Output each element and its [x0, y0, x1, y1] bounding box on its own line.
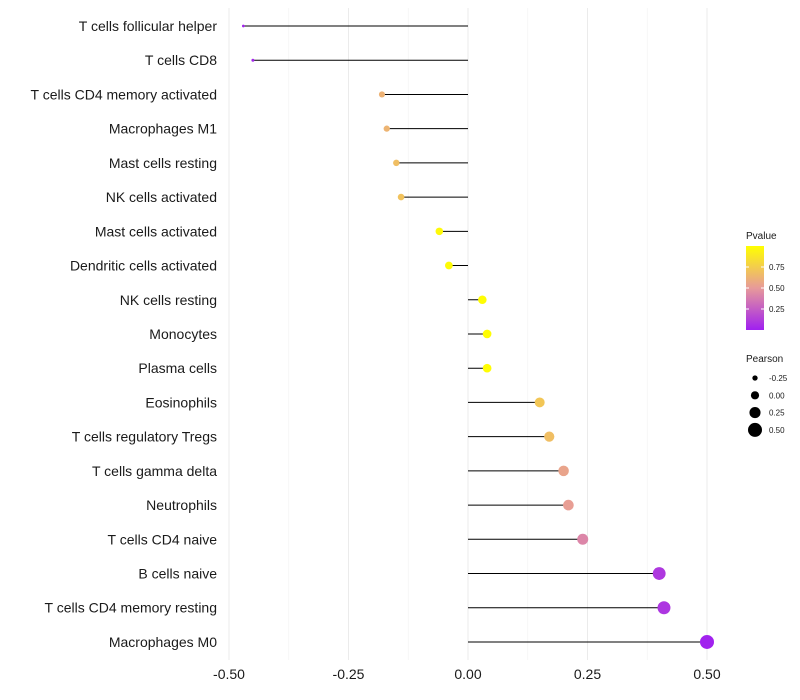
y-label-11: Eosinophils	[145, 394, 217, 410]
point-10	[482, 363, 492, 373]
point-9	[482, 329, 492, 339]
point-15	[577, 533, 589, 545]
x-axis-ticks: -0.50 -0.25 0.00 0.25 0.50	[213, 666, 721, 682]
point-2	[378, 91, 386, 98]
segment-layer	[243, 25, 707, 643]
point-0	[241, 24, 245, 28]
legend-pearson-tick-0: -0.25	[769, 374, 788, 383]
legend-pvalue-tick-0: 0.75	[769, 263, 785, 272]
legend-pearson-tick-1: 0.00	[769, 391, 785, 400]
y-label-9: Monocytes	[149, 326, 217, 342]
point-6	[435, 227, 444, 236]
legend-pearson-dot-2	[749, 407, 761, 419]
point-4	[393, 159, 400, 167]
x-tick-0: -0.50	[213, 666, 245, 682]
point-layer	[241, 24, 714, 649]
point-3	[383, 125, 390, 132]
legend-pearson-dot-1	[750, 391, 760, 400]
y-label-2: T cells CD4 memory activated	[31, 86, 217, 102]
y-label-10: Plasma cells	[138, 360, 217, 376]
point-11	[534, 397, 545, 408]
y-label-5: NK cells activated	[106, 189, 217, 205]
y-label-14: Neutrophils	[146, 497, 217, 513]
legend-pvalue-title: Pvalue	[746, 231, 777, 242]
y-label-0: T cells follicular helper	[79, 18, 218, 34]
legend-pearson-dot-0	[752, 375, 758, 381]
grid-layer	[228, 8, 708, 660]
legend-pvalue: Pvalue 0.75 0.50 0.25	[746, 231, 785, 330]
x-tick-1: -0.25	[333, 666, 365, 682]
point-12	[544, 431, 555, 442]
point-18	[700, 634, 714, 649]
point-13	[558, 465, 569, 477]
y-label-4: Mast cells resting	[109, 155, 217, 171]
point-17	[657, 601, 671, 615]
legend-pvalue-colorbar	[746, 246, 764, 330]
legend-pearson-tick-3: 0.50	[769, 426, 785, 435]
y-label-1: T cells CD8	[145, 52, 217, 68]
legend-pearson-dot-3	[748, 422, 762, 437]
y-label-17: T cells CD4 memory resting	[45, 600, 217, 616]
point-8	[478, 295, 487, 305]
point-5	[397, 193, 405, 201]
legend-pvalue-tick-1: 0.50	[769, 284, 785, 293]
y-label-3: Macrophages M1	[109, 121, 217, 137]
x-tick-4: 0.50	[693, 666, 720, 682]
legend-pearson-title: Pearson	[746, 354, 783, 365]
y-label-16: B cells naive	[138, 566, 217, 582]
x-tick-2: 0.00	[454, 666, 481, 682]
point-7	[445, 261, 453, 270]
x-tick-3: 0.25	[574, 666, 601, 682]
y-label-6: Mast cells activated	[95, 223, 217, 239]
legend-pearson-tick-2: 0.25	[769, 409, 785, 418]
point-16	[652, 567, 666, 580]
y-label-18: Macrophages M0	[109, 634, 217, 650]
y-axis-labels: T cells follicular helper T cells CD8 T ce…	[31, 18, 218, 650]
y-label-7: Dendritic cells activated	[70, 258, 217, 274]
point-14	[563, 499, 574, 511]
y-label-8: NK cells resting	[120, 292, 217, 308]
point-1	[251, 58, 255, 62]
legend-pearson: Pearson -0.25 0.00 0.25 0.50	[746, 354, 788, 437]
legend-pvalue-tick-2: 0.25	[769, 305, 785, 314]
y-label-12: T cells regulatory Tregs	[72, 429, 217, 445]
y-label-13: T cells gamma delta	[92, 463, 217, 479]
y-label-15: T cells CD4 naive	[108, 531, 218, 547]
